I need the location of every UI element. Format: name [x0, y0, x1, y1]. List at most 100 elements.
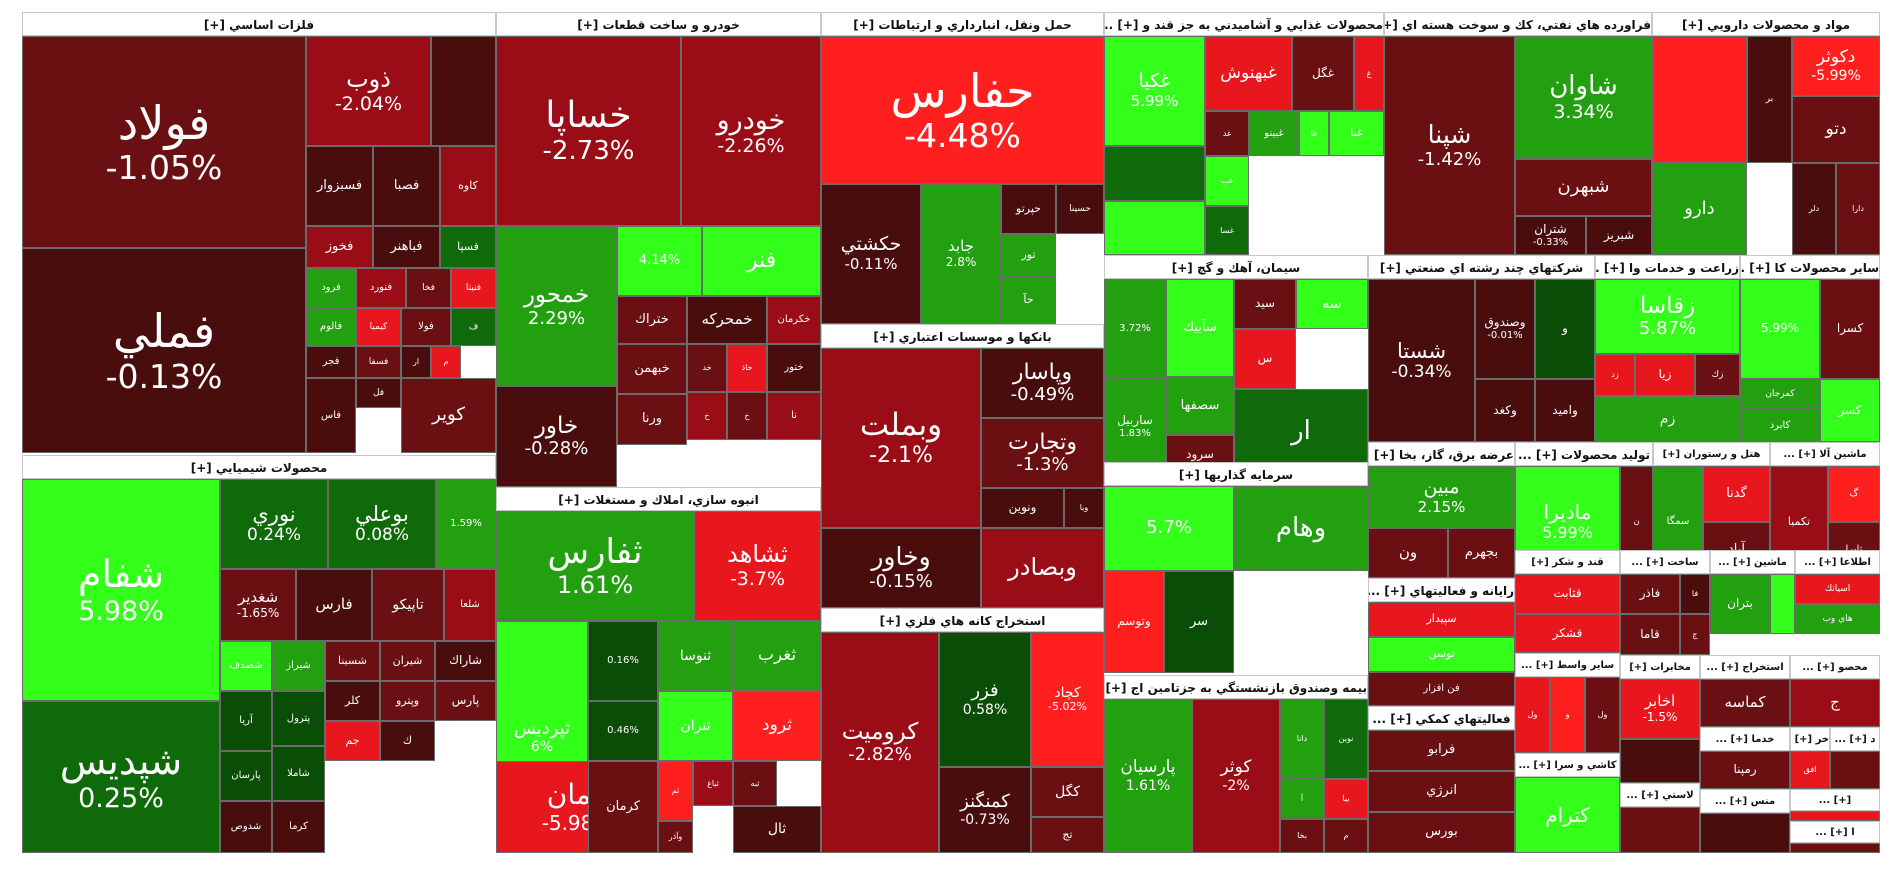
stock-tile[interactable]: شستا -0.34% — [1368, 279, 1475, 442]
stock-tile[interactable]: غگل — [1292, 36, 1354, 111]
stock-tile[interactable]: خاذ — [727, 344, 767, 392]
stock-tile[interactable]: ختور — [767, 344, 821, 392]
stock-tile[interactable]: حپرتو — [1001, 184, 1056, 234]
stock-tile[interactable] — [1104, 146, 1205, 201]
stock-tile[interactable]: ف — [451, 308, 496, 346]
stock-tile[interactable]: كچاد -5.02% — [1031, 632, 1104, 767]
stock-tile[interactable]: مبين 2.15% — [1368, 466, 1515, 528]
stock-tile[interactable]: سآبيك — [1166, 279, 1234, 377]
stock-tile[interactable]: ون — [1368, 528, 1448, 578]
stock-tile[interactable]: م — [1324, 819, 1368, 853]
stock-tile[interactable] — [431, 36, 496, 146]
stock-tile[interactable]: ول — [1585, 677, 1620, 753]
stock-tile[interactable]: دكوثر -5.99% — [1792, 36, 1880, 96]
sector-header[interactable]: مواد و محصولات دارويي [+] — [1652, 12, 1880, 36]
stock-tile[interactable]: آ — [1280, 779, 1324, 819]
stock-tile[interactable]: كترام — [1515, 777, 1620, 853]
stock-tile[interactable]: انرژي — [1368, 771, 1515, 812]
sector-header[interactable]: سيمان، آهك و گچ [+] — [1104, 255, 1368, 279]
stock-tile[interactable]: تاپيكو — [372, 569, 444, 641]
stock-tile[interactable]: فخا — [406, 268, 451, 308]
stock-tile[interactable]: ختراك — [617, 296, 687, 344]
stock-tile[interactable]: بر — [1747, 36, 1792, 163]
sector-header[interactable]: شركتهاي چند رشته اي صنعتي [+] — [1368, 255, 1595, 279]
stock-tile[interactable]: قاما — [1620, 614, 1680, 655]
stock-tile[interactable]: زد — [1595, 354, 1635, 396]
stock-tile[interactable]: خ — [687, 392, 727, 440]
sector-header[interactable]: كاشي و سرا [+] ... — [1515, 753, 1620, 777]
sector-header[interactable]: د [+] ... — [1830, 727, 1880, 751]
stock-tile[interactable]: غا — [1299, 111, 1329, 156]
stock-tile[interactable]: م — [431, 346, 461, 378]
stock-tile[interactable]: وبصادر — [981, 528, 1104, 608]
stock-tile[interactable]: شپنا -1.42% — [1384, 36, 1515, 255]
stock-tile[interactable] — [1790, 811, 1880, 821]
stock-tile[interactable]: فنورد — [356, 268, 406, 308]
stock-tile[interactable]: شيراز — [272, 641, 325, 691]
stock-tile[interactable]: س — [1234, 329, 1296, 389]
sector-header[interactable]: [+] ... — [1790, 789, 1880, 811]
stock-tile[interactable]: حآ — [1001, 277, 1056, 324]
stock-tile[interactable]: 0.46% — [588, 701, 658, 761]
stock-tile[interactable]: خودرو -2.26% — [681, 36, 821, 226]
stock-tile[interactable]: كماسه — [1700, 679, 1790, 727]
stock-tile[interactable]: بورس — [1368, 812, 1515, 853]
stock-tile[interactable]: غبهنوش — [1205, 36, 1292, 111]
stock-tile[interactable]: گ — [1828, 466, 1880, 522]
stock-tile[interactable]: فارس — [296, 569, 372, 641]
sector-header[interactable]: فلزات اساسي [+] — [22, 12, 496, 36]
stock-tile[interactable]: غبا — [1329, 111, 1384, 156]
stock-tile[interactable]: پارس — [435, 681, 496, 721]
sector-header[interactable]: خر [+] ... — [1790, 727, 1830, 751]
stock-tile[interactable] — [1104, 201, 1205, 255]
stock-tile[interactable]: كلر — [325, 681, 380, 721]
stock-tile[interactable]: پارسيان 1.61% — [1104, 699, 1192, 853]
stock-tile[interactable]: خ — [727, 392, 767, 440]
stock-tile[interactable]: ثم — [658, 761, 693, 821]
stock-tile[interactable]: شصدف — [220, 641, 272, 691]
stock-tile[interactable]: نا — [767, 392, 821, 440]
stock-tile[interactable]: خمحور 2.29% — [496, 226, 617, 386]
stock-tile[interactable]: دارو — [1652, 163, 1747, 255]
stock-tile[interactable]: آريا — [220, 691, 272, 751]
sector-header[interactable]: ا [+] ... — [1790, 821, 1880, 843]
stock-tile[interactable]: وخاور -0.15% — [821, 528, 981, 608]
stock-tile[interactable]: غكيا 5.99% — [1104, 36, 1205, 146]
stock-tile[interactable]: غد — [1205, 111, 1249, 156]
stock-tile[interactable]: ج — [1680, 614, 1710, 655]
stock-tile[interactable]: کيميا — [356, 308, 401, 346]
stock-tile[interactable]: 5.99% — [1740, 279, 1820, 379]
stock-tile[interactable]: حكشتي -0.11% — [821, 184, 921, 324]
stock-tile[interactable]: سيد — [1234, 279, 1296, 329]
sector-header[interactable]: توليد محصولات [+] ... — [1515, 442, 1653, 466]
sector-header[interactable]: بانكها و موسسات اعتباري [+] — [821, 324, 1104, 348]
stock-tile[interactable]: خمحركه — [687, 296, 767, 344]
stock-tile[interactable]: دارا — [1836, 163, 1880, 255]
stock-tile[interactable]: بيا — [1324, 779, 1368, 819]
stock-tile[interactable]: كابرد — [1740, 409, 1820, 442]
stock-tile[interactable]: شپديس 0.25% — [22, 701, 220, 853]
sector-header[interactable]: ساخت [+] ... — [1620, 550, 1710, 574]
stock-tile[interactable]: نوين — [1324, 699, 1368, 779]
stock-tile[interactable]: هاي وب — [1795, 604, 1880, 634]
stock-tile[interactable]: خساپا -2.73% — [496, 36, 681, 226]
stock-tile[interactable]: ساربيل 1.83% — [1104, 379, 1166, 475]
stock-tile[interactable]: فنيتا — [451, 268, 496, 308]
sector-header[interactable]: حمل ونقل، انبارداري و ارتباطات [+] — [821, 12, 1104, 36]
stock-tile[interactable]: کوير — [401, 378, 496, 453]
sector-header[interactable]: قند و شكر [+] — [1515, 550, 1620, 574]
stock-tile[interactable]: زك — [1695, 354, 1740, 396]
sector-header[interactable]: اطلاعا [+] ... — [1795, 550, 1880, 574]
stock-tile[interactable]: كرما — [272, 801, 325, 853]
sector-header[interactable]: استخراج كانه هاي فلزي [+] — [821, 608, 1104, 632]
stock-tile[interactable]: حسينا — [1056, 184, 1104, 234]
stock-tile[interactable]: نوري 0.24% — [220, 479, 328, 569]
sector-header[interactable]: انبوه سازي، املاك و مستغلات [+] — [496, 487, 821, 511]
sector-header[interactable]: هتل و رستوران [+] — [1653, 442, 1770, 466]
stock-tile[interactable]: 1.59% — [436, 479, 496, 569]
stock-tile[interactable]: فولا — [401, 308, 451, 346]
stock-tile[interactable]: زيا — [1635, 354, 1695, 396]
stock-tile[interactable]: و — [1535, 279, 1595, 379]
stock-tile[interactable]: ثشاهد -3.7% — [694, 511, 821, 621]
stock-tile[interactable]: پارسان — [220, 751, 272, 801]
